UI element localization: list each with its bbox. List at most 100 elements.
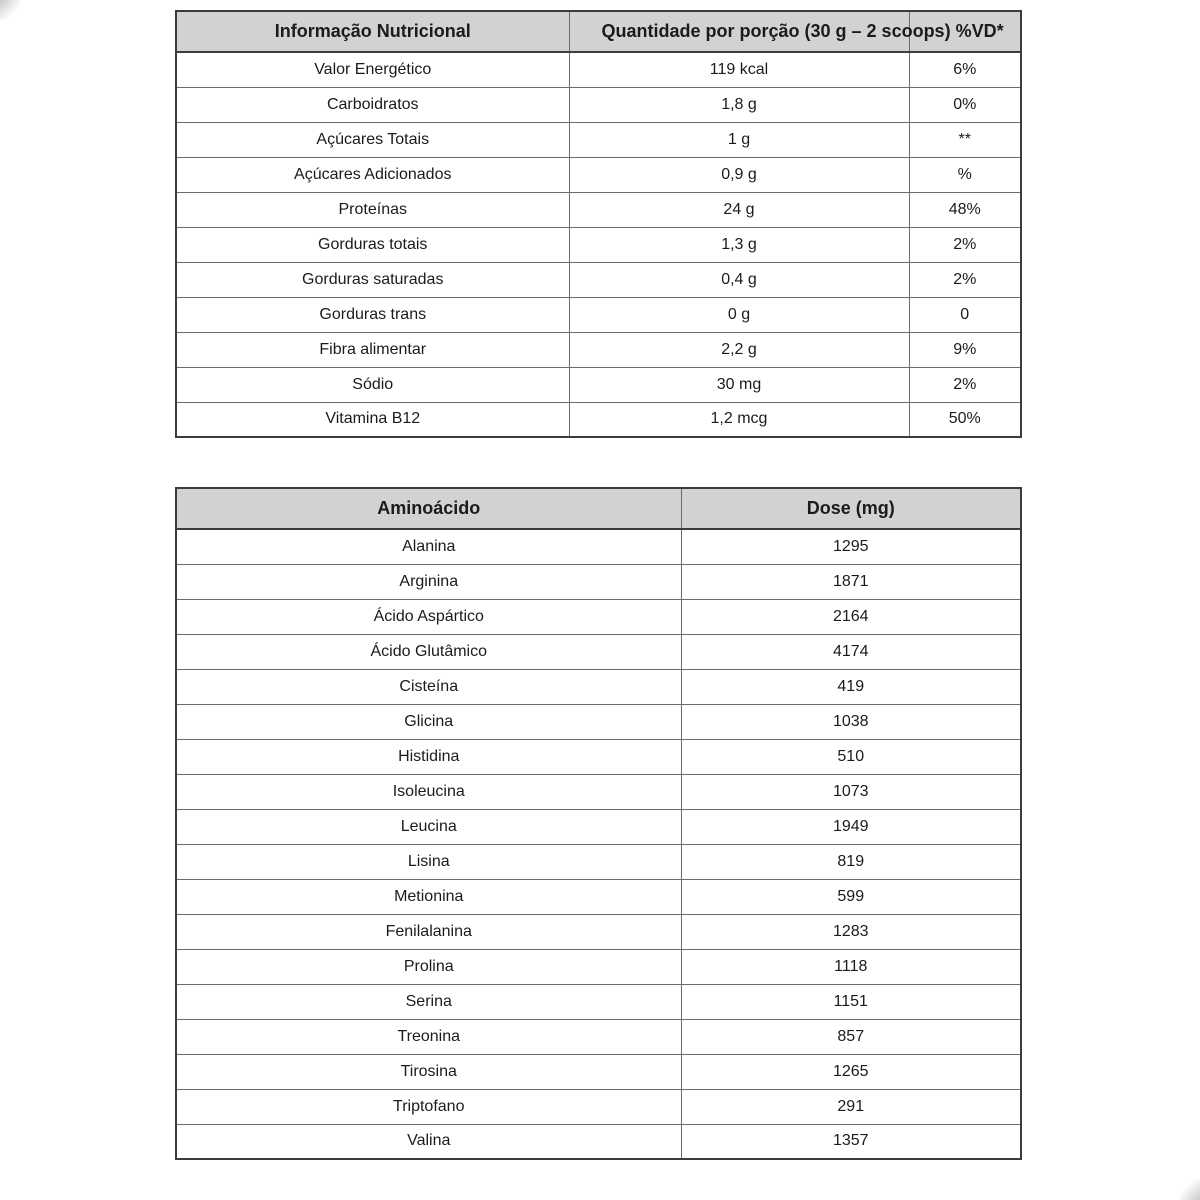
amino-name: Prolina [175,948,682,985]
nutrient-label: Proteínas [175,191,570,228]
amino-dose: 419 [680,668,1022,705]
nutrient-label: Sódio [175,366,570,403]
amino-header-dose: Dose (mg) [680,487,1022,530]
table-row: Sódio 30 mg 2% [175,366,1022,403]
amino-header-name: Aminoácido [175,487,682,530]
nutrient-dv: 0% [908,86,1022,123]
table-row: Fibra alimentar 2,2 g 9% [175,331,1022,368]
amino-name: Treonina [175,1018,682,1055]
table-row: Ácido Aspártico 2164 [175,598,1022,635]
amino-name: Lisina [175,843,682,880]
amino-dose: 2164 [680,598,1022,635]
nutrient-label: Açúcares Totais [175,121,570,158]
amino-name: Alanina [175,528,682,565]
amino-name: Arginina [175,563,682,600]
amino-dose: 4174 [680,633,1022,670]
table-row: Ácido Glutâmico 4174 [175,633,1022,670]
amino-dose: 857 [680,1018,1022,1055]
amino-dose: 599 [680,878,1022,915]
nutrient-dv: 0 [908,296,1022,333]
amino-dose: 1038 [680,703,1022,740]
table-row: Treonina 857 [175,1018,1022,1055]
table-row: Glicina 1038 [175,703,1022,740]
amino-dose: 1265 [680,1053,1022,1090]
nutrient-amount: 1,3 g [568,226,910,263]
nutrient-dv: % [908,156,1022,193]
nutrient-label: Vitamina B12 [175,401,570,438]
nutrient-amount: 0 g [568,296,910,333]
table-row: Alanina 1295 [175,528,1022,565]
table-row: Isoleucina 1073 [175,773,1022,810]
amino-dose: 1118 [680,948,1022,985]
nutrition-header-dv-spacer [908,10,1022,53]
table-row: Proteínas 24 g 48% [175,191,1022,228]
table-row: Açúcares Totais 1 g ** [175,121,1022,158]
amino-name: Serina [175,983,682,1020]
nutrient-label: Gorduras trans [175,296,570,333]
table-row: Prolina 1118 [175,948,1022,985]
nutrient-amount: 30 mg [568,366,910,403]
table-row: Lisina 819 [175,843,1022,880]
nutrient-amount: 1 g [568,121,910,158]
amino-name: Leucina [175,808,682,845]
nutrient-label: Carboidratos [175,86,570,123]
table-row: Açúcares Adicionados 0,9 g% [175,156,1022,193]
nutrient-label: Valor Energético [175,51,570,88]
table-row: Histidina 510 [175,738,1022,775]
nutrient-amount: 119 kcal [568,51,910,88]
table-row: Triptofano 291 [175,1088,1022,1125]
nutrient-amount: 1,8 g [568,86,910,123]
amino-name: Metionina [175,878,682,915]
nutrient-label: Gorduras saturadas [175,261,570,298]
amino-name: Triptofano [175,1088,682,1125]
amino-dose: 510 [680,738,1022,775]
nutrition-header-title: Informação Nutricional [175,10,570,53]
nutrition-facts-table: Informação Nutricional Quantidade por po… [175,10,1022,438]
table-row: Tirosina 1265 [175,1053,1022,1090]
amino-header-row: Aminoácido Dose (mg) [175,487,1022,530]
amino-dose: 819 [680,843,1022,880]
nutrition-header-quantity-text: Quantidade por porção (30 g – 2 scoops) … [601,21,1004,41]
amino-name: Ácido Aspártico [175,598,682,635]
amino-dose: 1949 [680,808,1022,845]
table-row: Carboidratos 1,8 g 0% [175,86,1022,123]
nutrient-dv: 9% [908,331,1022,368]
table-row: Fenilalanina 1283 [175,913,1022,950]
nutrient-dv: 2% [908,261,1022,298]
amino-name: Isoleucina [175,773,682,810]
table-row: Vitamina B12 1,2 mcg 50% [175,401,1022,438]
table-row: Serina 1151 [175,983,1022,1020]
nutrient-amount: 0,4 g [568,261,910,298]
nutrition-header-quantity: Quantidade por porção (30 g – 2 scoops) … [568,10,1004,53]
nutrient-dv: 48% [908,191,1022,228]
nutrient-amount: 1,2 mcg [568,401,910,438]
nutrient-dv: 2% [908,366,1022,403]
nutrient-dv: ** [908,121,1022,158]
amino-dose: 1871 [680,563,1022,600]
amino-acid-table: Aminoácido Dose (mg) Alanina 1295 Arginin… [175,487,1022,1160]
nutrient-amount: 0,9 g [568,156,910,193]
amino-dose: 1357 [680,1123,1022,1160]
table-row: Valina 1357 [175,1123,1022,1160]
amino-name: Valina [175,1123,682,1160]
table-row: Leucina 1949 [175,808,1022,845]
table-row: Arginina 1871 [175,563,1022,600]
amino-dose: 291 [680,1088,1022,1125]
amino-dose: 1151 [680,983,1022,1020]
nutrient-label: Gorduras totais [175,226,570,263]
amino-dose: 1073 [680,773,1022,810]
nutrient-dv: 50% [908,401,1022,438]
table-row: Gorduras totais 1,3 g 2% [175,226,1022,263]
nutrition-header-row: Informação Nutricional Quantidade por po… [175,10,1022,53]
amino-name: Glicina [175,703,682,740]
amino-dose: 1295 [680,528,1022,565]
amino-name: Fenilalanina [175,913,682,950]
table-row: Valor Energético 119 kcal 6% [175,51,1022,88]
nutrient-amount: 2,2 g [568,331,910,368]
nutrient-dv: 2% [908,226,1022,263]
amino-name: Ácido Glutâmico [175,633,682,670]
nutrient-amount: 24 g [568,191,910,228]
nutrient-label: Açúcares Adicionados [175,156,570,193]
table-row: Cisteína 419 [175,668,1022,705]
